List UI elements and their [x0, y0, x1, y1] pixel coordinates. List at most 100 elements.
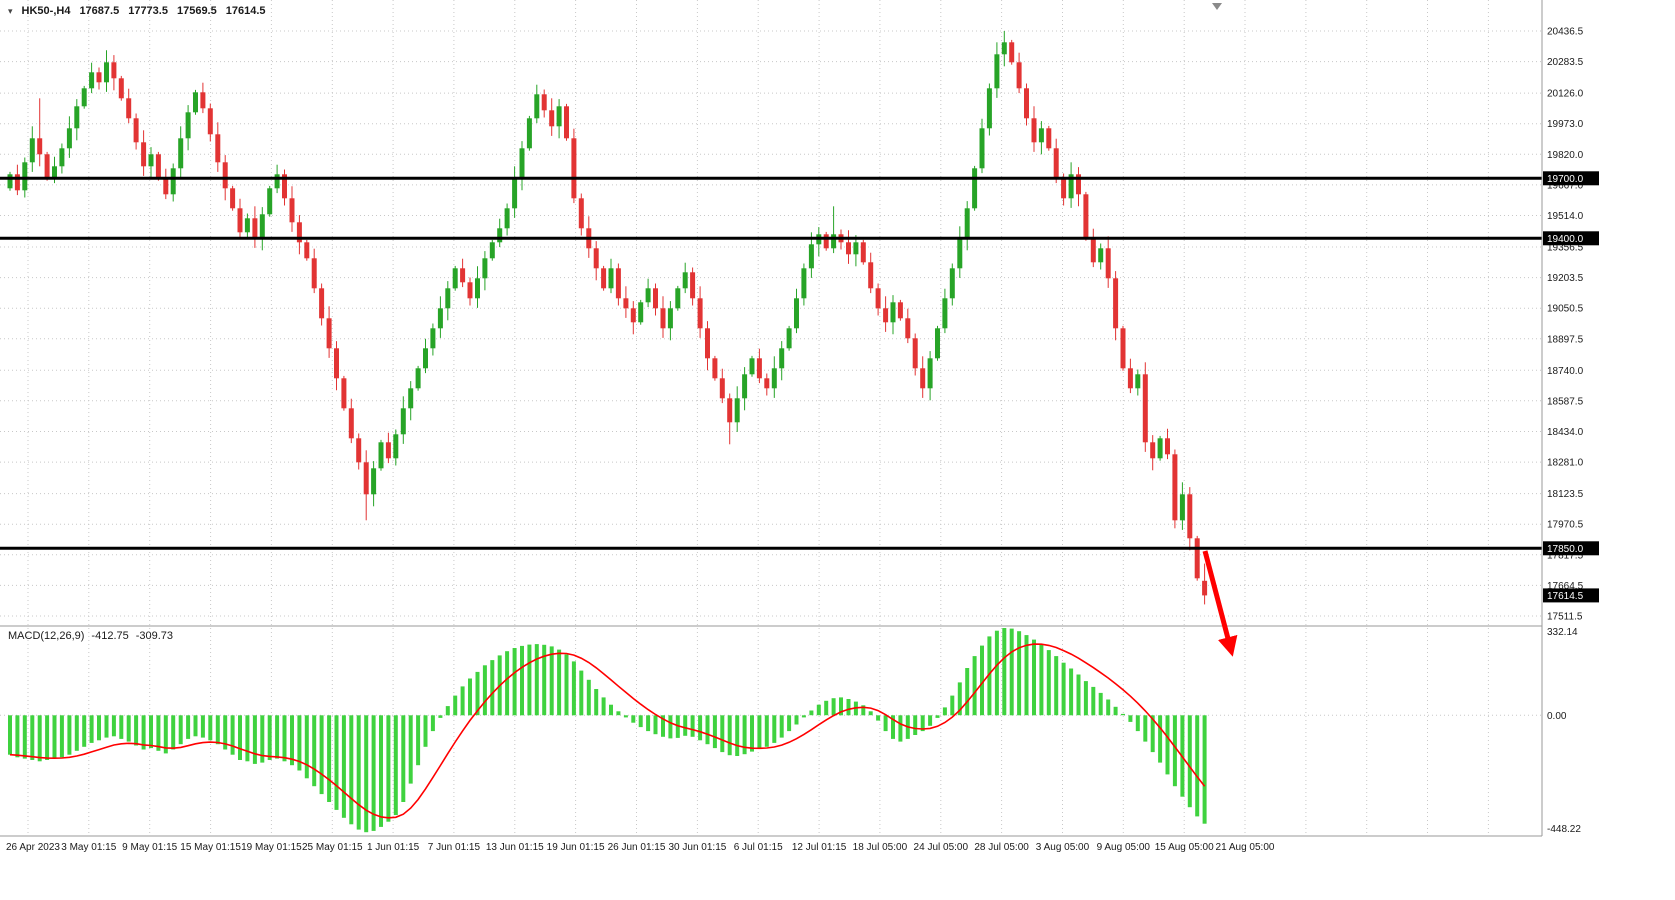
macd-histogram-bar: [972, 656, 977, 716]
candle: [1024, 88, 1029, 119]
candle: [237, 208, 243, 233]
candle: [697, 298, 703, 329]
candle: [986, 88, 992, 129]
macd-histogram-bar: [319, 715, 324, 795]
candle: [638, 302, 644, 323]
candle: [430, 328, 436, 349]
price-tick-label: 19203.5: [1547, 273, 1584, 284]
time-axis: 26 Apr 2023 3 May 01:15 9 May 01:15 15 May …: [6, 842, 1275, 853]
macd-histogram-bar: [1195, 715, 1200, 817]
macd-histogram-bar: [1054, 656, 1059, 716]
candle: [623, 298, 629, 309]
sr-lines: [0, 176, 1542, 550]
candle: [170, 168, 176, 195]
macd-histogram-bar: [609, 704, 613, 716]
candle: [935, 328, 940, 359]
time-tick-label: 26 Jun 01:15: [608, 842, 666, 853]
macd-histogram-bar: [698, 715, 703, 741]
macd-histogram-bar: [801, 715, 806, 718]
macd-histogram-bar: [727, 715, 732, 756]
candle: [163, 178, 169, 195]
macd-histogram-bar: [245, 715, 250, 762]
macd-histogram-bar: [1002, 628, 1007, 716]
candle: [341, 378, 347, 409]
candle: [734, 398, 740, 423]
macd-histogram-bar: [1024, 635, 1029, 716]
macd-histogram-bar: [490, 660, 495, 716]
macd-histogram-bar: [386, 715, 391, 822]
macd-histogram-bar: [74, 715, 79, 751]
macd-histogram-bar: [82, 715, 87, 747]
macd-histogram-bar: [171, 715, 176, 750]
macd-histogram-bar: [980, 645, 984, 716]
macd-histogram-bar: [616, 711, 621, 716]
macd-histogram-bar: [312, 715, 317, 787]
candle: [846, 242, 851, 255]
candle: [252, 218, 258, 239]
macd-histogram-bar: [15, 715, 20, 758]
candle: [59, 148, 65, 167]
price-tag: [1543, 588, 1599, 603]
macd-histogram-bar: [1076, 674, 1081, 716]
chart-shift-marker-icon[interactable]: [1212, 3, 1222, 10]
macd-histogram-bar: [861, 705, 866, 716]
time-tick-label: 7 Jun 01:15: [428, 842, 481, 853]
price-tag-label: 17850.0: [1547, 544, 1584, 555]
candle: [1009, 42, 1015, 63]
time-tick-label: 25 May 01:15: [302, 842, 363, 853]
macd-histogram-bar: [1135, 715, 1140, 732]
candle: [801, 268, 807, 299]
candle: [667, 308, 673, 329]
macd-histogram-bar: [371, 715, 376, 831]
candle: [155, 154, 161, 179]
candle: [942, 298, 948, 329]
price-tick-label: 18587.5: [1547, 396, 1584, 407]
candle: [653, 288, 658, 309]
macd-histogram-bar: [742, 715, 747, 755]
candle: [489, 242, 495, 259]
candle: [378, 442, 384, 469]
macd-histogram-bar: [408, 715, 413, 784]
macd-histogram-bar: [646, 715, 651, 732]
candle: [905, 318, 911, 339]
macd-histogram-bar: [809, 710, 814, 716]
candle: [994, 54, 1000, 89]
macd-histogram-bar: [200, 715, 205, 738]
macd-histogram-bar: [149, 715, 153, 749]
candle: [452, 268, 458, 289]
macd-histogram-bar: [156, 715, 161, 751]
price-tick-label: 18740.0: [1547, 366, 1584, 377]
macd-histogram-bar: [267, 715, 272, 760]
macd-histogram-bar: [453, 695, 458, 716]
candle: [1142, 374, 1148, 443]
symbol-dropdown-icon[interactable]: ▾: [8, 5, 13, 16]
candle: [133, 118, 139, 143]
candle: [1150, 442, 1156, 459]
candle: [1076, 174, 1081, 195]
macd-histogram-bar: [891, 715, 895, 739]
macd-histogram-bar: [965, 668, 970, 716]
macd-histogram-bar: [89, 715, 94, 743]
macd-histogram-bar: [512, 648, 517, 716]
candle: [319, 288, 325, 319]
candle: [749, 358, 755, 375]
candle: [957, 238, 963, 269]
candle: [512, 178, 518, 209]
candle: [719, 378, 725, 399]
candle: [1157, 438, 1163, 459]
candle: [311, 258, 317, 289]
candle: [883, 308, 889, 323]
price-axis: 20436.5 20283.5 20126.0 19973.0 19820.0 19667…: [1543, 27, 1599, 623]
candle: [764, 378, 770, 389]
ohlc-high: 17773.5: [128, 5, 168, 17]
candle: [482, 258, 488, 279]
candle: [1046, 128, 1052, 149]
macd-histogram-bar: [460, 686, 465, 716]
candle: [304, 242, 310, 259]
candle: [608, 268, 614, 289]
macd-histogram-bar: [260, 715, 265, 763]
price-tag: [1543, 231, 1599, 246]
macd-histogram-bar: [290, 715, 294, 766]
macd-histogram-bar: [772, 715, 777, 743]
